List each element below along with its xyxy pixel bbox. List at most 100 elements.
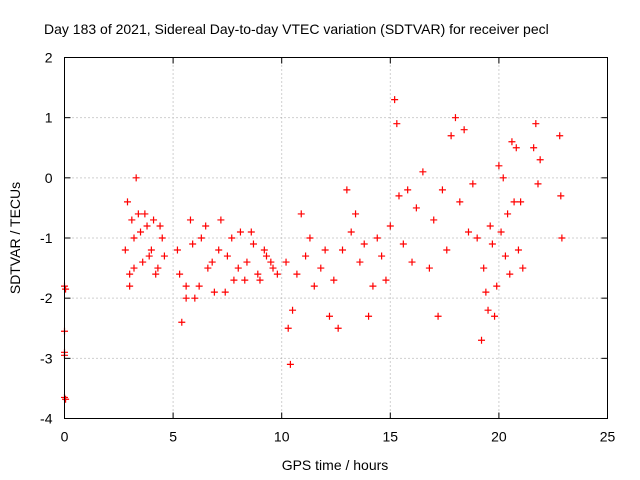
data-point: [121, 246, 129, 254]
data-point: [486, 222, 494, 230]
data-point: [519, 264, 527, 272]
data-point: [262, 252, 270, 260]
data-point: [173, 246, 181, 254]
x-tick-label: 25: [600, 429, 616, 445]
data-point: [284, 324, 292, 332]
data-point: [339, 246, 347, 254]
x-tick-label: 10: [274, 429, 290, 445]
data-point: [484, 306, 492, 314]
data-point: [325, 312, 333, 320]
data-point: [126, 270, 134, 278]
data-point: [210, 288, 218, 296]
data-point: [506, 270, 514, 278]
data-point: [297, 210, 305, 218]
data-point: [482, 288, 490, 296]
data-point: [234, 264, 242, 272]
data-point: [249, 240, 257, 248]
data-point: [488, 240, 496, 248]
data-point: [404, 186, 412, 194]
data-point: [443, 246, 451, 254]
data-point: [267, 258, 275, 266]
data-point: [286, 360, 294, 368]
data-point: [215, 246, 223, 254]
data-point: [158, 234, 166, 242]
data-point: [343, 186, 351, 194]
data-point: [382, 276, 390, 284]
data-point: [126, 282, 134, 290]
data-point: [289, 306, 297, 314]
data-point: [501, 252, 509, 260]
data-point: [256, 276, 264, 284]
data-point: [330, 276, 338, 284]
data-point: [317, 264, 325, 272]
data-point: [306, 234, 314, 242]
data-point: [208, 258, 216, 266]
data-point: [197, 234, 205, 242]
data-point: [386, 222, 394, 230]
data-point: [473, 234, 481, 242]
data-point: [230, 276, 238, 284]
data-point: [391, 96, 399, 104]
data-point: [412, 204, 420, 212]
data-point: [176, 270, 184, 278]
data-point: [425, 264, 433, 272]
data-point: [62, 285, 70, 293]
data-point: [310, 282, 318, 290]
data-point: [139, 258, 147, 266]
data-point: [130, 264, 138, 272]
data-point: [369, 282, 377, 290]
data-point: [393, 120, 401, 128]
data-point: [365, 312, 373, 320]
data-point: [478, 336, 486, 344]
grid-layer: [64, 57, 608, 419]
y-tick-label: -2: [40, 290, 53, 306]
data-point: [260, 246, 268, 254]
data-point: [508, 138, 516, 146]
data-point: [395, 192, 403, 200]
y-tick-label: 0: [45, 170, 53, 186]
data-point: [154, 264, 162, 272]
data-point: [182, 294, 190, 302]
data-point: [302, 252, 310, 260]
data-point: [134, 210, 142, 218]
x-tick-label: 15: [383, 429, 399, 445]
data-point: [534, 180, 542, 188]
data-point: [557, 192, 565, 200]
data-point: [236, 228, 244, 236]
data-point: [123, 198, 131, 206]
data-point: [191, 294, 199, 302]
x-tick-label: 20: [491, 429, 507, 445]
data-point: [536, 156, 544, 164]
data-point: [408, 258, 416, 266]
x-axis: 0 5 10 15 20 25: [61, 57, 616, 445]
data-point: [514, 246, 522, 254]
data-point: [132, 174, 140, 182]
data-point: [182, 282, 190, 290]
data-point: [202, 222, 210, 230]
data-point: [360, 240, 368, 248]
data-point: [517, 198, 525, 206]
data-point: [160, 252, 168, 260]
chart-title: Day 183 of 2021, Sidereal Day-to-day VTE…: [44, 21, 549, 37]
data-point: [495, 162, 503, 170]
data-point: [223, 252, 231, 260]
y-tick-label: -3: [40, 350, 53, 366]
data-point: [491, 312, 499, 320]
data-point: [430, 216, 438, 224]
data-point: [460, 126, 468, 134]
data-point: [145, 252, 153, 260]
data-point: [178, 318, 186, 326]
data-point: [156, 222, 164, 230]
y-tick-label: 1: [45, 110, 53, 126]
data-point: [130, 234, 138, 242]
data-point: [419, 168, 427, 176]
data-point: [556, 132, 564, 140]
plot-frame: [64, 57, 608, 419]
data-point: [558, 234, 566, 242]
x-tick-label: 0: [61, 429, 69, 445]
data-point: [150, 216, 158, 224]
data-point: [241, 276, 249, 284]
y-tick-label: -4: [40, 411, 53, 427]
data-point: [204, 264, 212, 272]
